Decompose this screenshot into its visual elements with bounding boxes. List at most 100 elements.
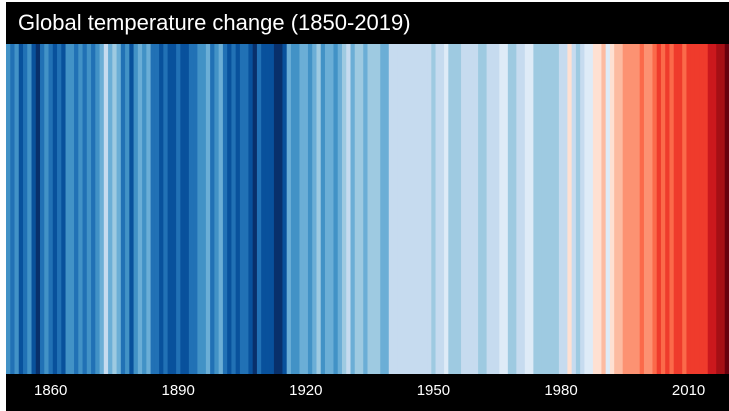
stripe-1877	[120, 44, 126, 374]
stripe-1986	[584, 44, 590, 374]
stripe-1938	[380, 44, 386, 374]
stripe-1917	[290, 44, 296, 374]
stripe-1934	[363, 44, 369, 374]
stripe-2017	[716, 44, 722, 374]
stripe-1857	[35, 44, 41, 374]
stripe-2013	[699, 44, 705, 374]
stripe-2016	[711, 44, 717, 374]
stripe-1882	[142, 44, 147, 374]
stripe-1903	[231, 44, 237, 374]
stripe-1937	[376, 44, 381, 374]
stripe-1918	[295, 44, 301, 374]
stripe-1904	[235, 44, 241, 374]
stripe-1970	[516, 44, 522, 374]
stripe-1871	[95, 44, 101, 374]
stripe-1875	[112, 44, 118, 374]
stripe-1995	[622, 44, 628, 374]
stripe-2000	[643, 44, 649, 374]
stripe-1852	[14, 44, 20, 374]
stripe-1890	[176, 44, 181, 374]
stripe-2008	[677, 44, 683, 374]
stripe-1977	[546, 44, 551, 374]
stripes-plot	[6, 44, 729, 374]
stripe-1967	[503, 44, 509, 374]
stripe-1992	[609, 44, 615, 374]
x-tick-label: 1980	[544, 382, 578, 399]
stripe-1854	[23, 44, 28, 374]
stripe-1959	[469, 44, 475, 374]
stripe-1952	[439, 44, 445, 374]
stripe-1908	[252, 44, 258, 374]
stripe-1998	[635, 44, 641, 374]
stripe-1858	[40, 44, 45, 374]
stripe-1966	[499, 44, 505, 374]
chart-title-bar: Global temperature change (1850-2019)	[6, 2, 729, 44]
stripe-1961	[478, 44, 483, 374]
stripe-1889	[171, 44, 177, 374]
stripe-1972	[524, 44, 530, 374]
stripe-1926	[329, 44, 335, 374]
stripe-1909	[256, 44, 262, 374]
stripe-1993	[614, 44, 620, 374]
stripe-1914	[278, 44, 284, 374]
stripe-1911	[265, 44, 271, 374]
stripe-1905	[239, 44, 245, 374]
stripe-1940	[388, 44, 394, 374]
stripe-1974	[533, 44, 539, 374]
stripe-2019	[724, 44, 729, 374]
stripe-1950	[431, 44, 437, 374]
stripe-2011	[690, 44, 696, 374]
stripe-1851	[10, 44, 16, 374]
stripe-1921	[307, 44, 313, 374]
stripe-1923	[316, 44, 322, 374]
stripe-1964	[490, 44, 496, 374]
stripe-1863	[61, 44, 67, 374]
stripe-1945	[410, 44, 415, 374]
stripe-1861	[52, 44, 58, 374]
stripe-1880	[133, 44, 139, 374]
stripe-1931	[350, 44, 356, 374]
stripe-1960	[473, 44, 479, 374]
stripe-1906	[244, 44, 250, 374]
stripe-1887	[163, 44, 169, 374]
stripe-1862	[57, 44, 62, 374]
stripe-2003	[656, 44, 662, 374]
stripe-2010	[686, 44, 692, 374]
stripe-1897	[205, 44, 211, 374]
stripe-1935	[367, 44, 373, 374]
stripe-1955	[452, 44, 458, 374]
stripe-1999	[639, 44, 645, 374]
stripe-1957	[461, 44, 466, 374]
stripe-1975	[537, 44, 543, 374]
stripe-1990	[601, 44, 607, 374]
stripe-2015	[707, 44, 713, 374]
stripe-1912	[269, 44, 275, 374]
stripe-1981	[563, 44, 568, 374]
stripe-1951	[435, 44, 441, 374]
stripe-1973	[529, 44, 534, 374]
stripe-1888	[167, 44, 173, 374]
stripe-1997	[631, 44, 637, 374]
stripe-1949	[427, 44, 432, 374]
x-tick-label: 2010	[671, 382, 706, 399]
stripe-1881	[137, 44, 143, 374]
stripe-1874	[108, 44, 113, 374]
stripe-1856	[31, 44, 37, 374]
stripe-1941	[393, 44, 398, 374]
stripe-1924	[320, 44, 326, 374]
stripe-1884	[150, 44, 156, 374]
stripe-1942	[397, 44, 403, 374]
stripe-1927	[333, 44, 339, 374]
stripe-1948	[422, 44, 428, 374]
stripe-1885	[154, 44, 160, 374]
stripe-1891	[180, 44, 186, 374]
stripe-1894	[193, 44, 198, 374]
stripe-1958	[465, 44, 471, 374]
stripe-1913	[273, 44, 279, 374]
stripe-1939	[384, 44, 390, 374]
stripe-1996	[626, 44, 632, 374]
stripe-1895	[197, 44, 203, 374]
stripe-1878	[125, 44, 130, 374]
stripe-1936	[371, 44, 377, 374]
